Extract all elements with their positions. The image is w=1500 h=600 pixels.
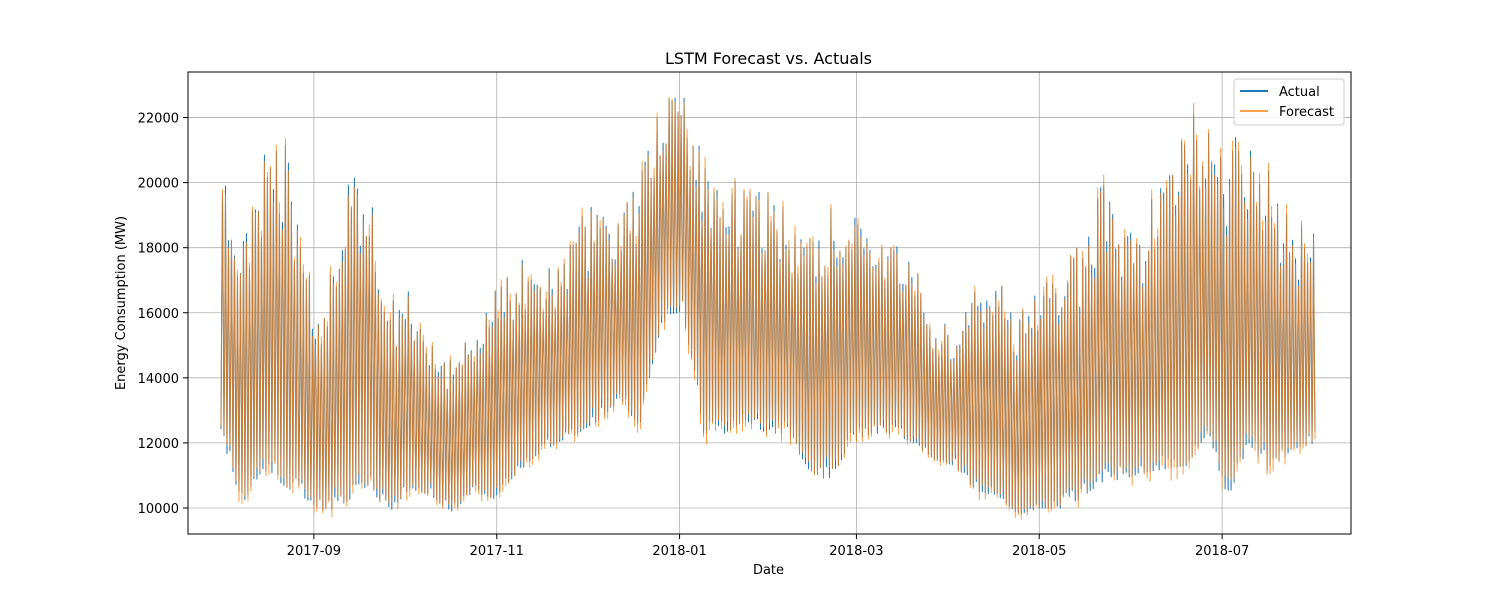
y-tick-label: 14000	[138, 372, 179, 387]
x-tick-label: 2018-03	[829, 544, 883, 559]
legend-label-forecast: Forecast	[1279, 105, 1334, 120]
y-tick-label: 16000	[138, 307, 179, 322]
x-tick-label: 2018-05	[1012, 544, 1066, 559]
plot-series	[220, 96, 1316, 520]
y-tick-label: 22000	[138, 112, 179, 127]
legend: Actual Forecast	[1233, 78, 1345, 126]
x-axis-label: Date	[753, 563, 784, 578]
forecast-series-line	[220, 96, 1316, 520]
y-axis-label: Energy Consumption (MW)	[114, 216, 129, 390]
x-tick-label: 2017-11	[470, 544, 524, 559]
x-tick-label: 2017-09	[287, 544, 341, 559]
y-tick-label: 18000	[138, 242, 179, 257]
y-tick-label: 10000	[138, 502, 179, 517]
y-axis: 10000 12000 14000 16000 18000 20000 22000	[138, 112, 188, 517]
x-tick-label: 2018-07	[1195, 544, 1249, 559]
plot-frame	[187, 71, 1352, 535]
y-tick-label: 20000	[138, 177, 179, 192]
x-tick-label: 2018-01	[652, 544, 706, 559]
x-axis: 2017-09 2017-11 2018-01 2018-03 2018-05 2018-…	[287, 534, 1249, 559]
legend-label-actual: Actual	[1279, 85, 1320, 100]
chart-title: LSTM Forecast vs. Actuals	[665, 49, 872, 68]
y-tick-label: 12000	[138, 437, 179, 452]
